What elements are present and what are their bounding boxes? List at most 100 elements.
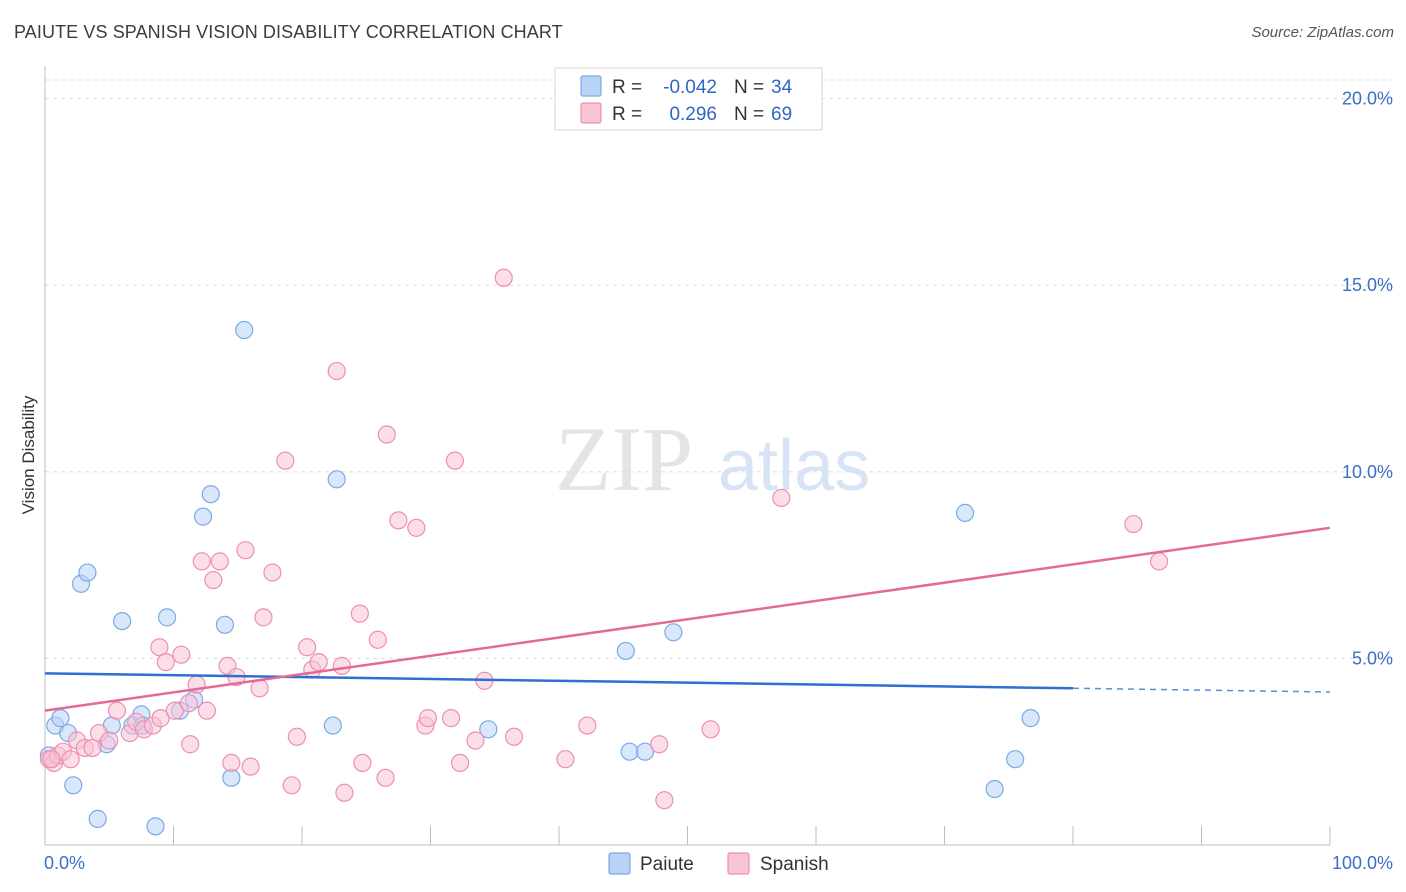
spanish-point-35 [276,451,295,470]
spanish-point-18 [165,701,184,720]
spanish-point-52 [418,709,438,728]
legend-swatch-paiute [580,75,602,97]
paiute-point-25 [479,720,498,739]
paiute-point-22 [235,320,254,340]
paiute-point-14 [146,817,165,836]
y-tick-label-0: 5.0% [1352,648,1393,668]
spanish-point-59 [504,727,524,746]
spanish-point-34 [263,563,282,582]
bottom-legend-label-paiute: Paiute [640,854,694,875]
paiute-point-19 [201,485,220,504]
y-tick-label-2: 15.0% [1342,275,1393,295]
spanish-point-26 [210,552,229,571]
spanish-point-63 [655,791,674,810]
correlation-legend: R = -0.042 N = 34 R = 0.296 N = 69 [554,67,823,131]
spanish-point-65 [772,488,791,508]
spanish-point-21 [181,735,200,754]
spanish-point-33 [254,608,273,627]
legend-r-label-spanish: R = [612,104,642,125]
paiute-point-10 [112,611,132,631]
paiute-trend-extension [1072,687,1331,693]
paiute-point-2 [51,709,70,728]
paiute-point-4 [64,776,83,795]
spanish-points [39,268,1169,810]
watermark-zip: ZIP [555,408,693,510]
spanish-point-30 [236,541,255,560]
paiute-point-15 [157,608,177,627]
spanish-point-45 [353,753,372,773]
spanish-point-10 [107,701,127,720]
spanish-point-46 [368,630,387,649]
spanish-trend-line [44,526,1331,712]
spanish-point-41 [327,361,346,381]
paiute-point-30 [955,503,975,522]
legend-n-value-paiute: 34 [771,77,793,98]
spanish-point-20 [179,694,199,713]
spanish-point-40 [309,653,328,672]
legend-swatch-spanish [580,102,602,124]
spanish-point-47 [376,768,395,787]
legend-n-label-paiute: N = [734,77,764,98]
bottom-legend-label-spanish: Spanish [760,854,829,875]
spanish-point-9 [100,731,119,750]
spanish-point-23 [192,552,211,571]
paiute-point-33 [1021,709,1040,728]
spanish-point-24 [197,701,217,720]
spanish-point-66 [1124,514,1143,534]
y-tick-label-3: 20.0% [1342,89,1393,109]
paiute-point-27 [620,742,639,761]
paiute-point-29 [664,623,683,642]
spanish-point-56 [466,731,485,750]
paiute-point-7 [88,809,107,828]
paiute-point-26 [616,641,635,661]
legend-n-value-spanish: 69 [771,104,792,125]
paiute-point-28 [635,742,655,761]
legend-n-label-spanish: N = [734,104,764,125]
legend-r-value-spanish: 0.296 [669,104,717,125]
spanish-point-53 [441,709,461,728]
paiute-point-23 [323,716,342,735]
spanish-point-37 [287,727,306,746]
paiute-point-18 [193,507,213,526]
spanish-point-31 [241,757,260,776]
spanish-point-28 [222,753,241,773]
y-tick-label-1: 10.0% [1342,462,1393,482]
series-legend: Paiute Spanish [608,852,829,875]
trend-lines [44,526,1331,712]
spanish-point-49 [389,511,408,530]
gridlines [45,79,1392,659]
paiute-point-24 [327,470,346,489]
paiute-point-31 [985,779,1004,799]
x-tick-label-0: 0.0% [44,853,85,873]
spanish-point-55 [450,753,470,773]
spanish-point-61 [578,716,597,735]
paiute-point-20 [215,615,234,634]
spanish-point-36 [282,776,301,795]
spanish-point-62 [650,735,669,754]
spanish-point-68 [42,750,61,769]
spanish-point-58 [494,268,513,287]
spanish-point-17 [156,653,175,672]
spanish-point-25 [204,570,223,590]
paiute-point-32 [1006,750,1025,769]
axes [44,66,1331,846]
watermark-atlas: atlas [718,426,870,506]
tick-labels: 5.0% 10.0% 15.0% 20.0% 0.0% 100.0% [44,89,1393,873]
paiute-points [39,320,1040,836]
legend-r-value-paiute: -0.042 [663,77,717,98]
chart-title: PAIUTE VS SPANISH VISION DISABILITY CORR… [14,22,563,42]
legend-r-label-paiute: R = [612,77,642,98]
bottom-legend-swatch-paiute [608,852,631,875]
spanish-point-60 [556,750,575,769]
paiute-point-6 [78,563,97,582]
spanish-point-44 [350,604,369,623]
y-axis-title: Vision Disability [19,395,38,514]
spanish-point-4 [61,750,80,769]
spanish-point-19 [172,645,191,664]
x-tick-label-1: 100.0% [1332,853,1393,873]
spanish-point-64 [701,720,720,739]
spanish-point-67 [1149,552,1169,571]
spanish-point-50 [407,518,426,537]
spanish-point-43 [335,783,354,802]
